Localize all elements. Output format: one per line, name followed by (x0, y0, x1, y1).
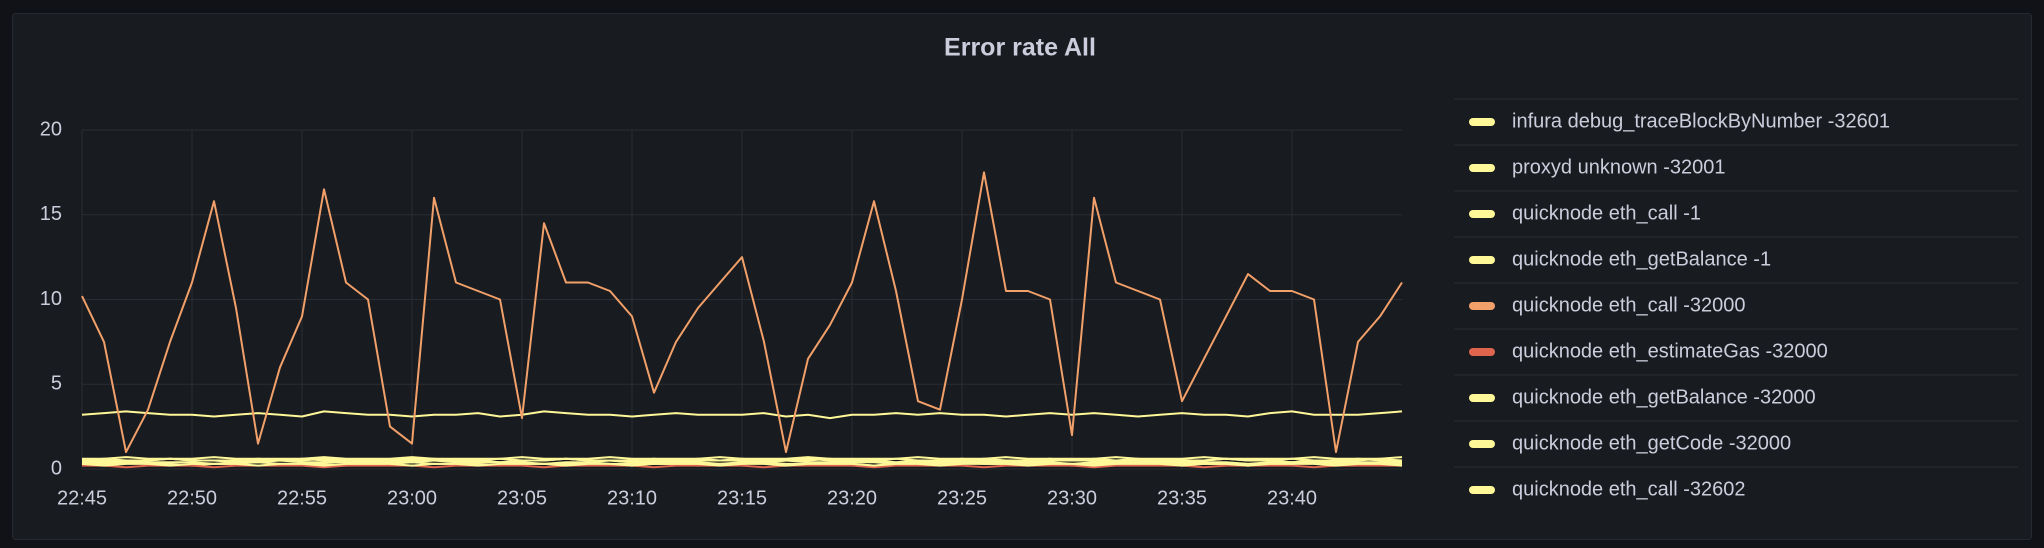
grid (81, 129, 1402, 470)
legend-label: quicknode eth_call -32000 (1512, 294, 1746, 316)
x-tick-label: 23:35 (1157, 487, 1207, 509)
legend-label: quicknode eth_call -1 (1512, 202, 1701, 224)
series-line (82, 456, 1403, 460)
legend-item[interactable]: proxyd unknown -32001 (1469, 156, 1725, 178)
x-tick-label: 23:10 (607, 487, 657, 509)
chart-title: Error rate All (944, 34, 1096, 62)
legend-swatch (1469, 348, 1495, 356)
legend-item[interactable]: quicknode eth_getCode -32000 (1469, 432, 1791, 454)
legend-item[interactable]: quicknode eth_estimateGas -32000 (1469, 340, 1828, 362)
legend-swatch (1469, 486, 1495, 494)
legend-item[interactable]: quicknode eth_call -32602 (1469, 478, 1746, 500)
y-tick-label: 10 (40, 288, 62, 310)
legend: infura debug_traceBlockByNumber -32601 pr… (1454, 98, 2018, 500)
legend-swatch (1469, 164, 1495, 172)
series-line (82, 459, 1402, 465)
y-tick-label: 20 (40, 118, 62, 140)
x-tick-label: 23:00 (387, 487, 437, 509)
y-tick-label: 15 (40, 203, 62, 225)
legend-swatch (1469, 256, 1495, 264)
legend-item[interactable]: quicknode eth_getBalance -1 (1469, 248, 1771, 270)
y-tick-label: 0 (51, 457, 62, 479)
x-tick-label: 22:50 (167, 487, 217, 509)
legend-swatch (1469, 302, 1495, 310)
legend-swatch (1469, 210, 1495, 218)
x-tick-label: 23:05 (497, 487, 547, 509)
y-tick-label: 5 (51, 373, 62, 395)
legend-swatch (1469, 440, 1495, 448)
legend-swatch (1469, 118, 1495, 126)
legend-label: infura debug_traceBlockByNumber -32601 (1512, 110, 1890, 132)
legend-label: quicknode eth_getBalance -1 (1512, 248, 1771, 270)
legend-label: quicknode eth_estimateGas -32000 (1512, 340, 1828, 362)
legend-item[interactable]: infura debug_traceBlockByNumber -32601 (1469, 110, 1890, 132)
legend-label: quicknode eth_getCode -32000 (1512, 432, 1791, 454)
x-tick-label: 23:30 (1047, 487, 1097, 509)
x-tick-label: 23:25 (937, 487, 987, 509)
axes: 0 5 10 15 20 22:45 22:50 22:55 23:00 23:05 23:10 23… (40, 118, 1317, 509)
series-line (81, 462, 1403, 467)
series-line (81, 410, 1403, 420)
legend-label: quicknode eth_call -32602 (1512, 478, 1746, 500)
x-tick-label: 23:20 (827, 487, 877, 509)
legend-item[interactable]: quicknode eth_call -32000 (1469, 294, 1746, 316)
x-tick-label: 23:40 (1267, 487, 1317, 509)
legend-label: quicknode eth_getBalance -32000 (1512, 386, 1816, 408)
x-tick-label: 22:45 (57, 487, 107, 509)
x-tick-label: 22:55 (277, 487, 327, 509)
x-tick-label: 23:15 (717, 487, 767, 509)
legend-item[interactable]: quicknode eth_getBalance -32000 (1469, 386, 1816, 408)
legend-label: proxyd unknown -32001 (1512, 156, 1725, 178)
plot (81, 171, 1403, 469)
series-line (81, 171, 1403, 454)
legend-swatch (1469, 394, 1495, 402)
legend-item[interactable]: quicknode eth_call -1 (1469, 202, 1701, 224)
